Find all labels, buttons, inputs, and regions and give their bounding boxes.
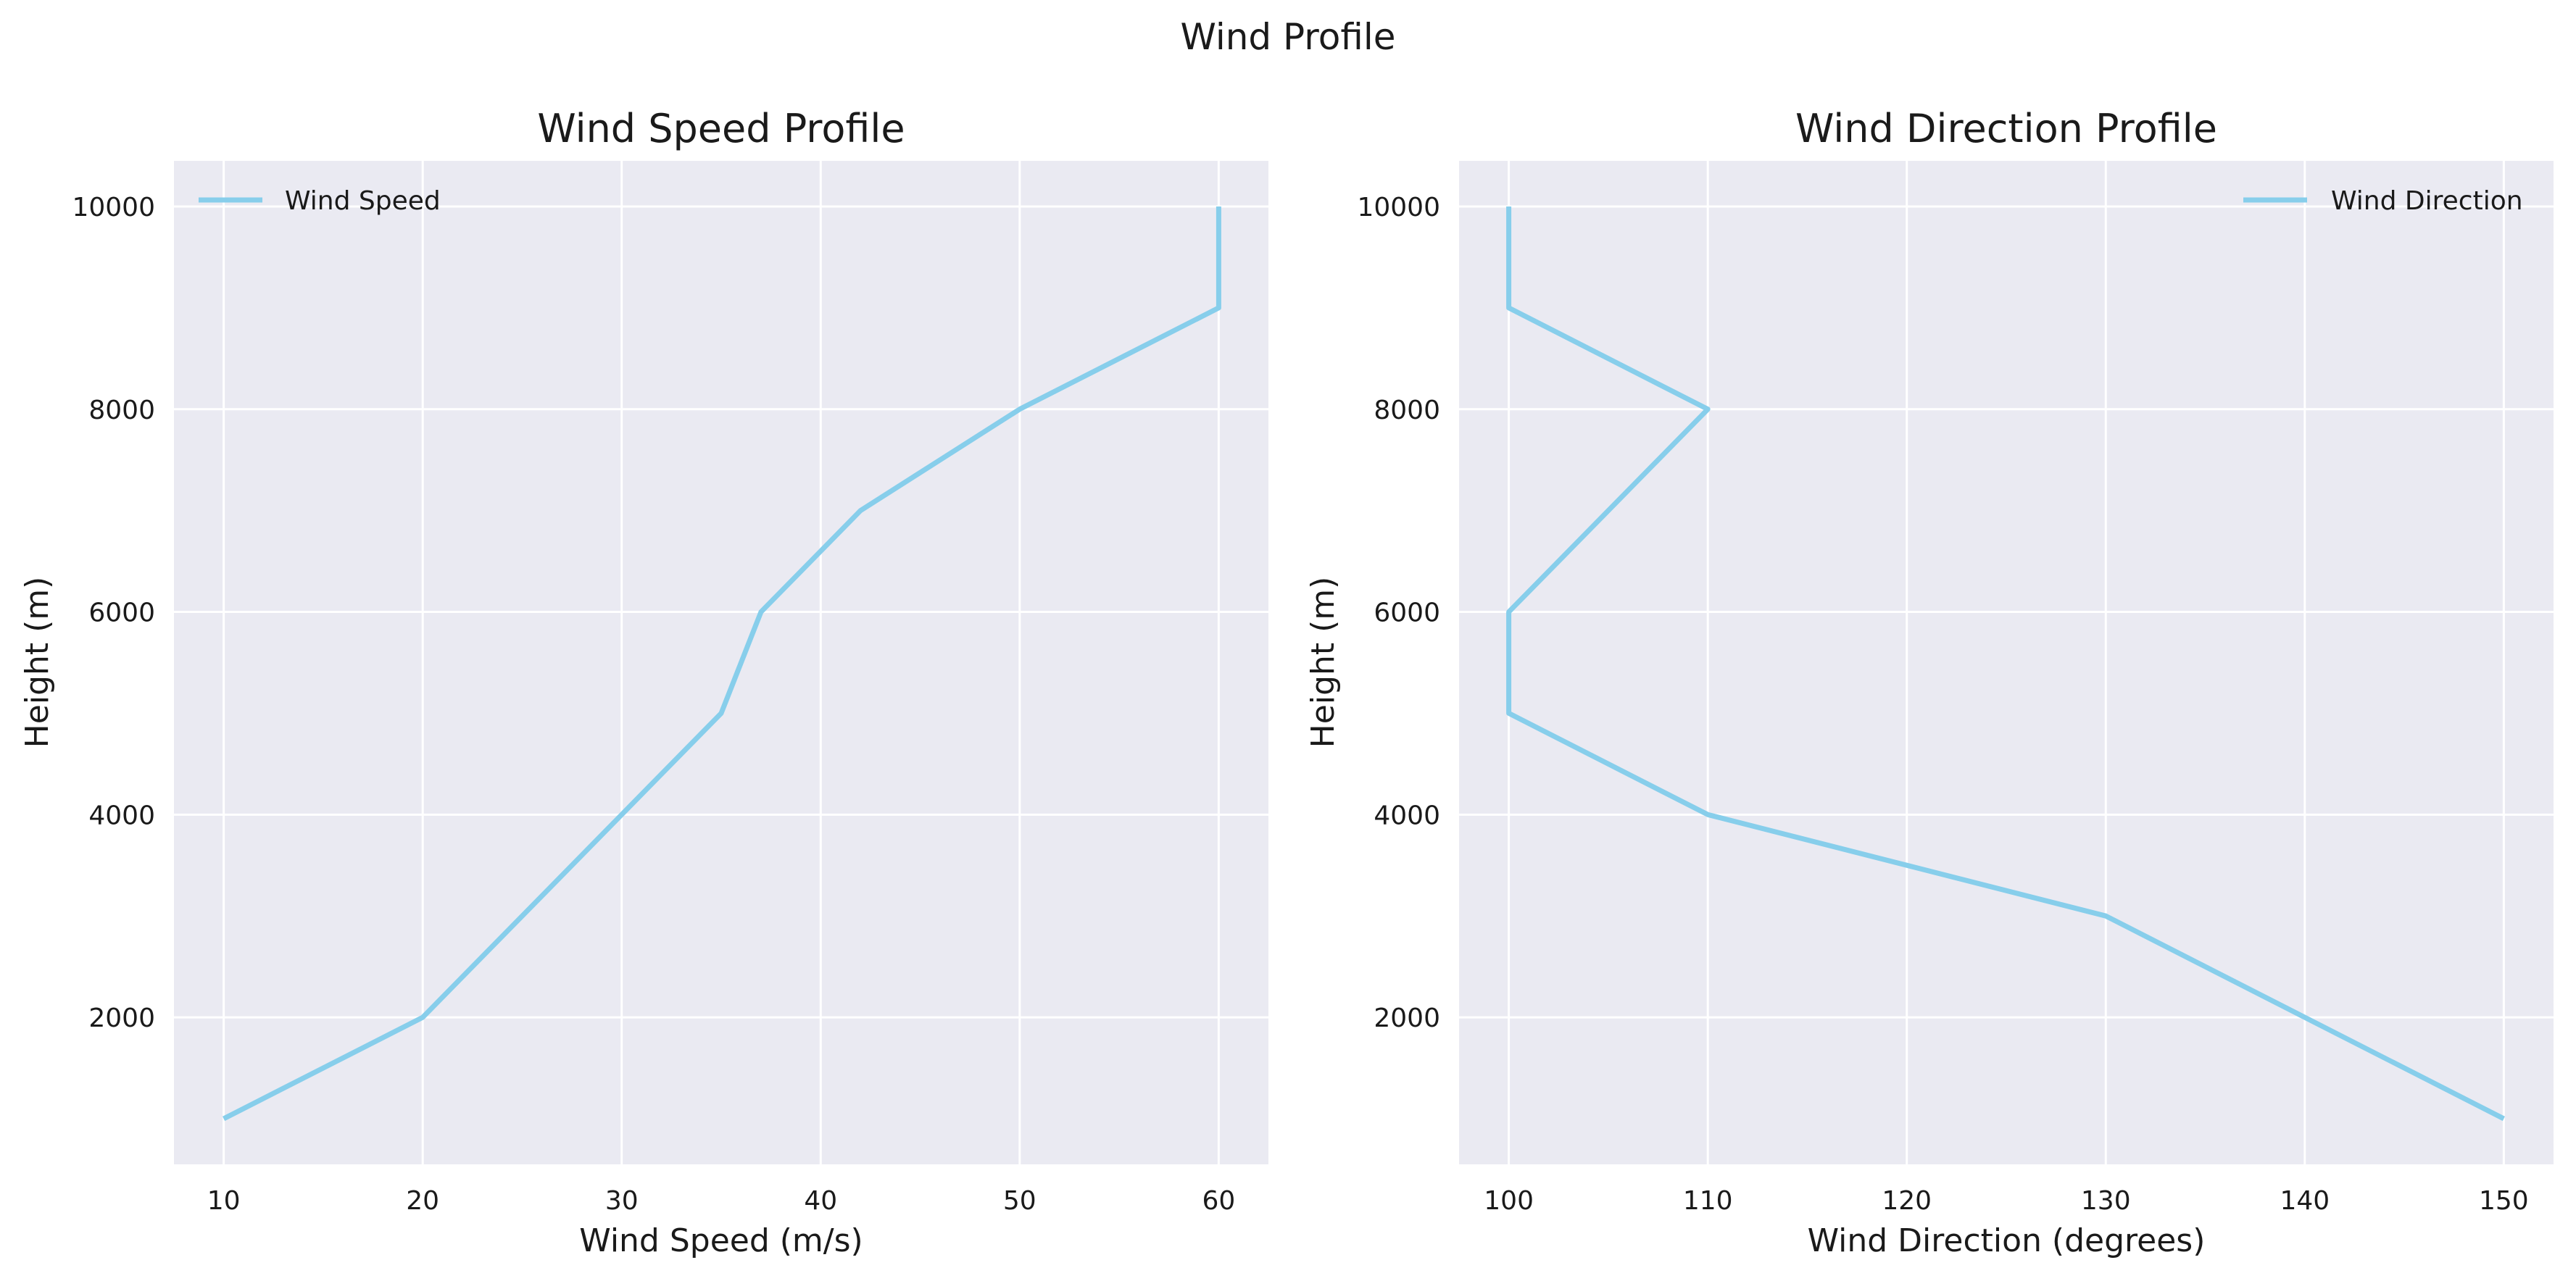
x-tick-label: 100 [1484, 1186, 1534, 1216]
y-tick-label: 10000 [72, 193, 155, 222]
y-tick-label: 6000 [1374, 598, 1440, 628]
y-tick-label: 2000 [1374, 1003, 1440, 1033]
y-tick-label: 8000 [1374, 396, 1440, 425]
x-tick-label: 40 [804, 1186, 837, 1216]
y-axis-label-direction: Height (m) [1305, 577, 1342, 748]
series-speed [223, 206, 1221, 1122]
panel-title-speed: Wind Speed Profile [537, 106, 905, 151]
xticks-speed: 10 20 30 40 50 60 [207, 1186, 1236, 1216]
x-tick-label: 130 [2081, 1186, 2131, 1216]
x-tick-label: 50 [1003, 1186, 1036, 1216]
y-tick-label: 10000 [1357, 193, 1440, 222]
plot-area-direction [1459, 161, 2554, 1164]
legend-label-direction: Wind Direction [2331, 186, 2523, 216]
wind-speed-panel: 10 20 30 40 50 60 2000 4000 6000 8000 10000 Wind … [19, 106, 1268, 1259]
x-tick-label: 60 [1202, 1186, 1235, 1216]
x-tick-label: 110 [1683, 1186, 1733, 1216]
yticks-speed: 2000 4000 6000 8000 10000 [72, 193, 155, 1033]
y-axis-label-speed: Height (m) [19, 577, 56, 748]
x-tick-label: 150 [2479, 1186, 2529, 1216]
x-tick-label: 20 [406, 1186, 439, 1216]
x-tick-label: 120 [1882, 1186, 1932, 1216]
series-direction [1506, 206, 2505, 1122]
x-tick-label: 30 [605, 1186, 639, 1216]
figure-title: Wind Profile [1180, 16, 1395, 58]
y-tick-label: 2000 [88, 1003, 155, 1033]
wind-direction-panel: 100 110 120 130 140 150 2000 4000 6000 8000 10000… [1305, 106, 2554, 1259]
y-tick-label: 6000 [88, 598, 155, 628]
plot-area-speed [174, 161, 1268, 1164]
legend-direction: Wind Direction [2243, 186, 2523, 216]
yticks-direction: 2000 4000 6000 8000 10000 [1357, 193, 1440, 1033]
panel-title-direction: Wind Direction Profile [1795, 106, 2217, 151]
grid-direction [1459, 161, 2554, 1164]
y-tick-label: 4000 [88, 801, 155, 830]
y-tick-label: 4000 [1374, 801, 1440, 830]
legend-speed: Wind Speed [199, 186, 441, 216]
x-tick-label: 140 [2280, 1186, 2330, 1216]
xticks-direction: 100 110 120 130 140 150 [1484, 1186, 2528, 1216]
legend-label-speed: Wind Speed [285, 186, 441, 216]
x-axis-label-direction: Wind Direction (degrees) [1808, 1222, 2206, 1259]
y-tick-label: 8000 [88, 396, 155, 425]
x-axis-label-speed: Wind Speed (m/s) [579, 1222, 863, 1259]
grid-speed [174, 161, 1268, 1164]
x-tick-label: 10 [207, 1186, 241, 1216]
